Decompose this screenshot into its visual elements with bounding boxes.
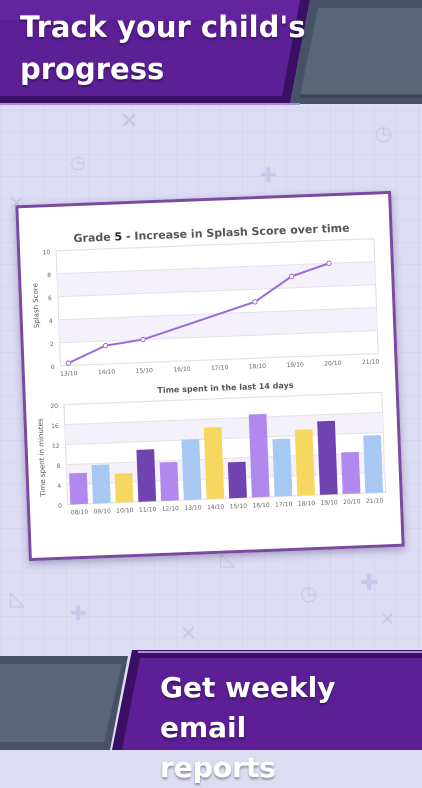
line-chart-xtick: 14/10 — [98, 369, 116, 377]
bar-chart-bar — [227, 461, 247, 499]
bar-chart-bar — [294, 429, 316, 496]
svg-text:✕: ✕ — [120, 109, 138, 134]
bar-chart-xtick: 17/10 — [275, 501, 293, 509]
line-chart-point — [140, 336, 146, 343]
line-chart-ylabel: Splash Score — [31, 283, 41, 328]
line-chart-point — [102, 342, 109, 349]
bar-chart-ytick: 8 — [56, 463, 60, 470]
svg-text:✚: ✚ — [70, 601, 87, 625]
line-chart-point — [326, 260, 332, 267]
bar-chart-xtick: 13/10 — [184, 504, 202, 512]
bar-chart-xtick: 10/10 — [116, 507, 134, 515]
bar-chart-xtick: 11/10 — [139, 506, 157, 514]
line-chart-xtick: 15/10 — [135, 367, 153, 375]
line-chart-ytick: 6 — [48, 295, 52, 302]
bar-chart-xtick: 12/10 — [162, 505, 180, 513]
top-banner-line2: progress — [20, 52, 165, 86]
svg-text:◷: ◷ — [70, 152, 86, 173]
top-banner-title: Track your child's progress — [20, 6, 320, 90]
bar-chart-ytick: 0 — [58, 503, 62, 510]
svg-text:◺: ◺ — [10, 586, 26, 610]
bar-chart-xtick: 16/10 — [252, 502, 270, 510]
bar-chart-title: Time spent in the last 14 days — [157, 381, 294, 395]
line-chart-xtick: 21/10 — [362, 358, 380, 366]
line-chart-ytick: 8 — [47, 272, 51, 279]
bar-chart-xtick: 19/10 — [320, 499, 338, 507]
line-chart-gridline — [57, 284, 376, 298]
line-chart-ytick: 10 — [42, 249, 50, 256]
line-chart-gridline — [56, 238, 374, 252]
line-chart-xtick: 18/10 — [249, 363, 267, 371]
line-chart-ytick: 0 — [51, 364, 55, 371]
bar-chart-xtick: 09/10 — [93, 508, 111, 516]
bottom-banner-line1: Get weekly email — [160, 671, 336, 744]
line-chart-xtick: 17/10 — [211, 364, 229, 372]
bar-chart-bar — [181, 438, 202, 501]
report-card: Grade 5 - Increase in Splash Score over … — [15, 190, 405, 562]
bar-chart-xtick: 21/10 — [366, 497, 384, 505]
bar-chart-bar — [248, 413, 270, 498]
bar-chart-bar — [341, 451, 361, 494]
bar-chart-xtick: 20/10 — [343, 498, 361, 506]
line-chart: Grade 5 - Increase in Splash Score over … — [31, 222, 380, 378]
bar-chart-xtick: 14/10 — [207, 504, 225, 512]
line-chart-point — [252, 299, 258, 305]
line-chart-xtick: 16/10 — [173, 366, 191, 374]
bar-chart-bar — [272, 438, 293, 497]
bar-chart-ytick: 4 — [57, 483, 61, 490]
bar-chart-band — [64, 412, 384, 445]
line-chart-ytick: 4 — [49, 318, 53, 325]
line-chart-series — [67, 262, 330, 365]
line-chart-ytick: 2 — [50, 341, 54, 348]
bar-chart: Time spent in the last 14 days 0 4 8 12 16 20… — [36, 381, 387, 517]
line-chart-xtick: 20/10 — [324, 360, 342, 368]
line-chart-xtick: 19/10 — [286, 361, 304, 369]
bar-chart-xtick: 08/10 — [71, 509, 89, 517]
bar-chart-bar — [317, 420, 338, 495]
svg-text:✕: ✕ — [380, 609, 395, 630]
bar-chart-bar — [136, 449, 157, 502]
bar-chart-ytick: 12 — [52, 443, 60, 450]
svg-text:✕: ✕ — [180, 621, 197, 645]
bar-chart-gridline — [64, 411, 383, 426]
bar-chart-bar — [91, 464, 111, 504]
bar-chart-bar — [69, 472, 89, 505]
bar-chart-ytick: 16 — [51, 423, 59, 430]
bottom-banner-title: Get weekly email reports — [160, 668, 420, 788]
bar-chart-xtick: 18/10 — [298, 500, 316, 508]
charts-svg: Grade 5 - Increase in Splash Score over … — [31, 222, 387, 517]
line-chart-gridline — [59, 330, 378, 344]
line-chart-gridline — [60, 353, 379, 367]
svg-text:✚: ✚ — [360, 571, 378, 596]
bar-chart-bar — [114, 473, 134, 503]
svg-text:◷: ◷ — [300, 581, 317, 605]
line-chart-point — [65, 360, 72, 366]
bar-chart-xtick: 15/10 — [230, 503, 248, 511]
bar-chart-gridline — [63, 391, 382, 406]
line-chart-band — [56, 261, 376, 297]
bottom-banner: Get weekly email reports — [0, 648, 422, 784]
bar-chart-bar — [203, 427, 225, 500]
line-chart-xtick: 13/10 — [60, 370, 78, 378]
line-chart-band — [58, 307, 378, 343]
bottom-banner-line2: reports — [160, 751, 276, 784]
bar-chart-bar — [363, 434, 384, 494]
top-banner-line1: Track your child's — [20, 10, 306, 44]
bar-chart-bar — [159, 461, 179, 501]
svg-text:◷: ◷ — [375, 121, 392, 145]
top-banner: Track your child's progress — [0, 0, 422, 112]
line-chart-gridline — [56, 261, 375, 275]
svg-text:✚: ✚ — [260, 163, 277, 187]
line-chart-point — [289, 273, 295, 279]
bar-chart-ylabel: Time spent in minutes — [36, 418, 47, 498]
bar-chart-ytick: 20 — [50, 403, 58, 410]
